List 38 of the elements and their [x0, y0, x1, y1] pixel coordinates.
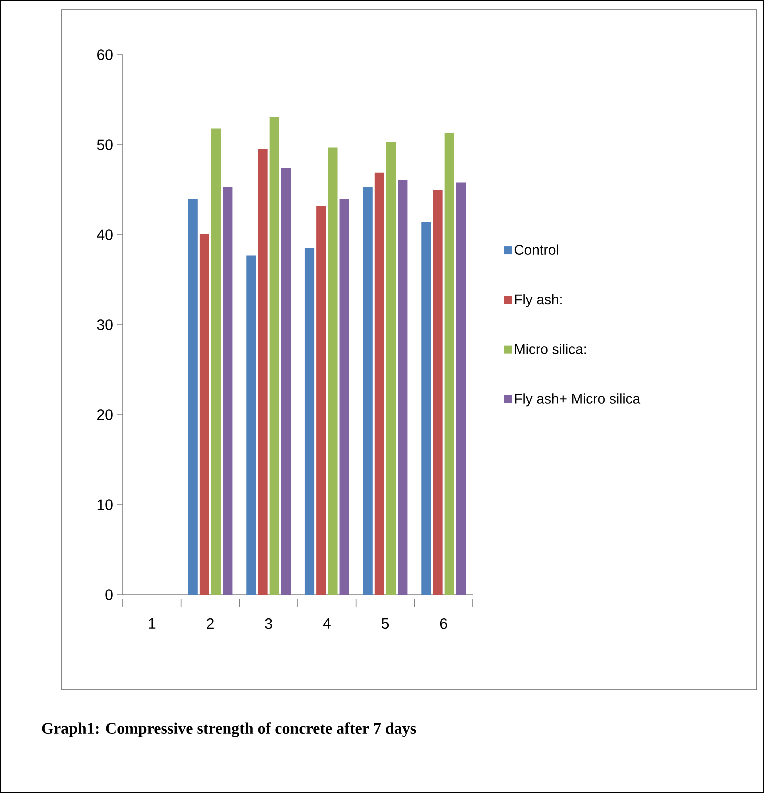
x-tick-label: 5: [382, 618, 390, 629]
y-tick-label: 40: [97, 230, 113, 240]
bar: [398, 180, 408, 595]
bar: [304, 248, 315, 595]
x-tick-label: 2: [207, 618, 214, 630]
bar: [363, 187, 373, 595]
bar: [328, 148, 338, 595]
bar: [422, 222, 432, 595]
bar: [281, 168, 292, 595]
bar: [316, 206, 326, 595]
x-tick-label: 6: [440, 618, 448, 630]
bar: [444, 133, 454, 595]
legend-label: Micro silica:: [515, 344, 586, 354]
bar: [340, 198, 350, 595]
y-tick-label: 20: [98, 410, 113, 420]
bar: [223, 187, 233, 595]
bar: [386, 142, 396, 595]
bar: [200, 234, 210, 595]
bar: [270, 117, 280, 595]
legend-label: Fly ash+ Micro silica: [515, 394, 641, 407]
y-tick-label: 60: [98, 50, 113, 60]
caption: Graph1: Compressive strength of concrete after 7 days: [42, 722, 416, 738]
legend-label: Control: [514, 244, 558, 255]
y-tick-label: 30: [97, 320, 113, 330]
y-tick-label: 10: [98, 500, 113, 510]
bar: [188, 198, 198, 595]
legend-label: Fly ash:: [515, 294, 562, 308]
x-tick-label: 4: [323, 618, 331, 629]
bar: [212, 128, 222, 595]
bar: [246, 256, 256, 595]
x-tick-label: 3: [265, 618, 272, 630]
y-tick-label: 0: [106, 590, 113, 600]
bar: [433, 190, 443, 595]
x-tick-label: 1: [149, 618, 156, 629]
bar: [456, 182, 466, 595]
y-tick-label: 50: [97, 140, 113, 150]
bar: [374, 172, 384, 595]
bar: [258, 150, 268, 595]
